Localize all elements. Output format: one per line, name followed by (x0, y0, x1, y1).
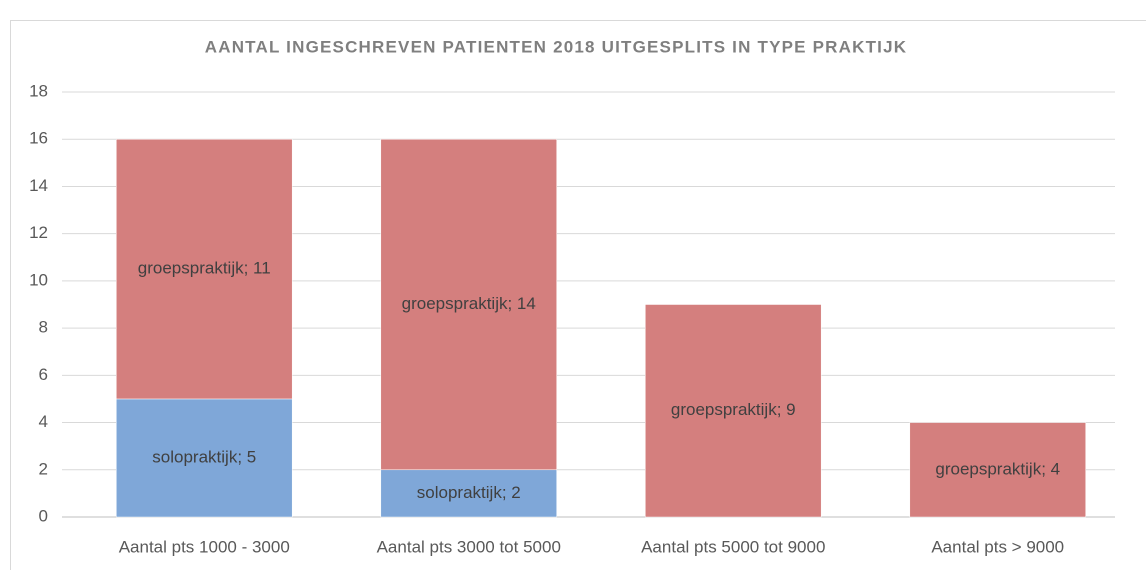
data-label: solopraktijk; 5 (152, 447, 256, 466)
x-tick-label: Aantal pts 3000 tot 5000 (377, 537, 561, 556)
bar-segment (116, 138, 293, 400)
y-tick-label: 10 (29, 270, 48, 289)
y-tick-label: 2 (39, 459, 48, 478)
x-tick-label: Aantal pts 5000 tot 9000 (641, 537, 825, 556)
x-tick-label: Aantal pts 1000 - 3000 (119, 537, 290, 556)
bar-segment (116, 398, 293, 518)
chart-title: AANTAL INGESCHREVEN PATIENTEN 2018 UITGE… (205, 37, 908, 56)
y-tick-label: 18 (29, 81, 48, 100)
y-tick-label: 16 (29, 129, 48, 148)
data-label: groepspraktijk; 14 (402, 294, 536, 313)
bar-segment (909, 422, 1086, 518)
data-label: groepspraktijk; 9 (671, 400, 796, 419)
y-tick-label: 4 (39, 412, 48, 431)
bar-segment (380, 138, 557, 471)
y-tick-label: 14 (29, 176, 48, 195)
x-tick-label: Aantal pts > 9000 (931, 537, 1064, 556)
y-tick-label: 12 (29, 223, 48, 242)
y-tick-label: 0 (39, 506, 48, 525)
bar-segment (645, 304, 822, 518)
y-tick-label: 6 (39, 365, 48, 384)
y-tick-label: 8 (39, 318, 48, 337)
data-label: solopraktijk; 2 (417, 483, 521, 502)
data-label: groepspraktijk; 4 (935, 459, 1060, 478)
data-label: groepspraktijk; 11 (138, 259, 271, 278)
